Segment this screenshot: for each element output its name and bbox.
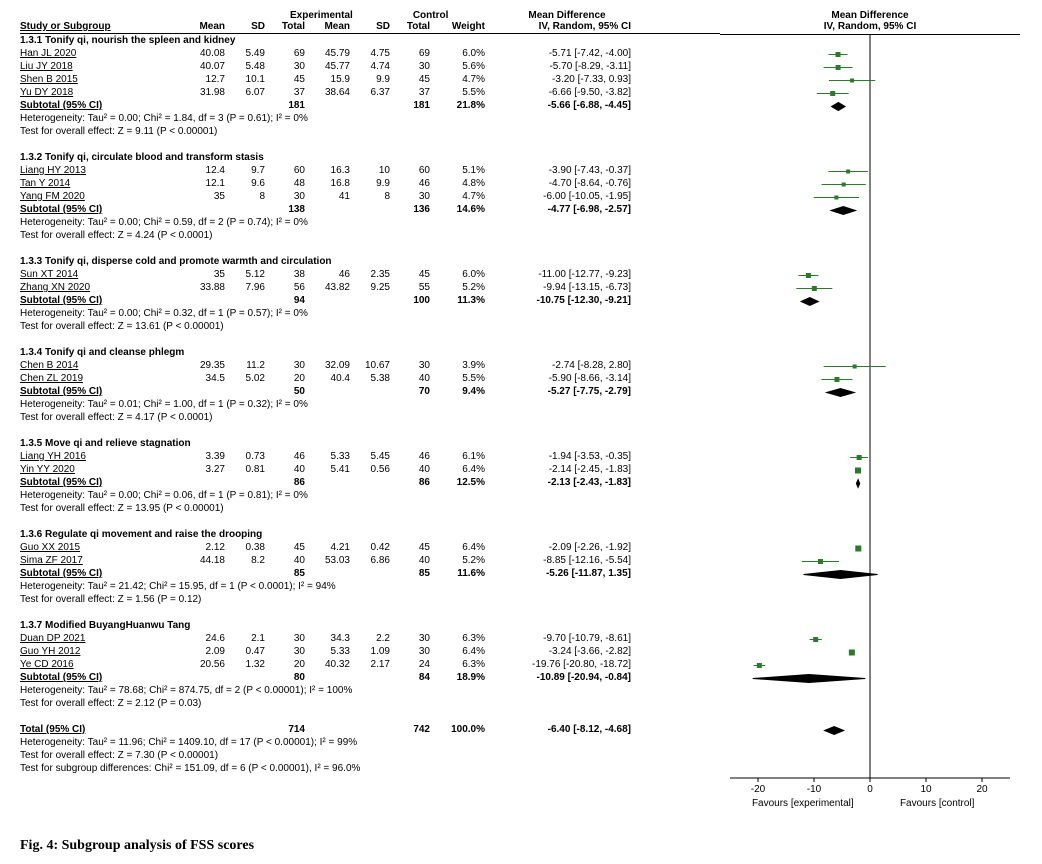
effect-text: Test for overall effect: Z = 2.12 (P = 0… (20, 697, 720, 710)
data-table: Experimental Control Mean Difference Stu… (20, 10, 720, 775)
effect-text: Test for overall effect: Z = 1.56 (P = 0… (20, 593, 720, 606)
svg-text:0: 0 (867, 784, 873, 795)
subtotal-row: Subtotal (95% CI)18118121.8%-5.66 [-6.88… (20, 99, 720, 112)
col-ctotal-header: Total (390, 21, 430, 32)
subtotal-row: Subtotal (95% CI)868612.5%-2.13 [-2.43, … (20, 476, 720, 489)
plot-subtitle: IV, Random, 95% CI (720, 21, 1020, 35)
study-row: Liang HY 201312.49.76016.310605.1%-3.90 … (20, 164, 720, 177)
col-csd-header: SD (350, 21, 390, 32)
heterogeneity-text: Heterogeneity: Tau² = 0.00; Chi² = 0.32,… (20, 307, 720, 320)
subtotal-row: Subtotal (95% CI)858511.6%-5.26 [-11.87,… (20, 567, 720, 580)
col-cmean-header: Mean (305, 21, 350, 32)
total-heterogeneity: Heterogeneity: Tau² = 11.96; Chi² = 1409… (20, 736, 720, 749)
subgroup-title: 1.3.2 Tonify qi, circulate blood and tra… (20, 151, 720, 164)
subgroup-title: 1.3.4 Tonify qi and cleanse phlegm (20, 346, 720, 359)
subgroup-title: 1.3.3 Tonify qi, disperse cold and promo… (20, 255, 720, 268)
svg-text:-10: -10 (807, 784, 822, 795)
svg-text:20: 20 (976, 784, 988, 795)
effect-text: Test for overall effect: Z = 4.17 (P < 0… (20, 411, 720, 424)
spacer (20, 242, 720, 255)
col-etotal-header: Total (265, 21, 305, 32)
ctrl-group-header: Control (413, 10, 449, 21)
plot-area: Mean Difference IV, Random, 95% CI -20 -1… (720, 10, 1020, 818)
spacer (20, 424, 720, 437)
figure-caption: Fig. 4: Subgroup analysis of FSS scores (20, 838, 1022, 854)
heterogeneity-text: Heterogeneity: Tau² = 0.00; Chi² = 1.84,… (20, 112, 720, 125)
forest-plot: Experimental Control Mean Difference Stu… (20, 10, 1022, 818)
spacer (20, 333, 720, 346)
study-row: Han JL 202040.085.496945.794.75696.0%-5.… (20, 47, 720, 60)
spacer (20, 138, 720, 151)
study-row: Guo XX 20152.120.38454.210.42456.4%-2.09… (20, 541, 720, 554)
study-row: Yu DY 201831.986.073738.646.37375.5%-6.6… (20, 86, 720, 99)
col-emean-header: Mean (180, 21, 225, 32)
effect-text: Test for overall effect: Z = 4.24 (P < 0… (20, 229, 720, 242)
study-row: Guo YH 20122.090.47305.331.09306.4%-3.24… (20, 645, 720, 658)
subgroup-diff: Test for subgroup differences: Chi² = 15… (20, 762, 720, 775)
effect-text: Test for overall effect: Z = 13.95 (P < … (20, 502, 720, 515)
column-headers: Study or Subgroup Mean SD Total Mean SD … (20, 21, 720, 34)
effect-text: Test for overall effect: Z = 9.11 (P < 0… (20, 125, 720, 138)
study-row: Sun XT 2014355.1238462.35456.0%-11.00 [-… (20, 268, 720, 281)
study-row: Ye CD 201620.561.322040.322.17246.3%-19.… (20, 658, 720, 671)
subgroup-title: 1.3.7 Modified BuyangHuanwu Tang (20, 619, 720, 632)
subtotal-row: Subtotal (95% CI)13813614.6%-4.77 [-6.98… (20, 203, 720, 216)
subtotal-row: Subtotal (95% CI)50709.4%-5.27 [-7.75, -… (20, 385, 720, 398)
subtotal-row: Subtotal (95% CI)9410011.3%-10.75 [-12.3… (20, 294, 720, 307)
effect-text: Test for overall effect: Z = 13.61 (P < … (20, 320, 720, 333)
study-row: Liang YH 20163.390.73465.335.45466.1%-1.… (20, 450, 720, 463)
subtotal-row: Subtotal (95% CI)808418.9%-10.89 [-20.94… (20, 671, 720, 684)
svg-text:10: 10 (920, 784, 932, 795)
md-group-header: Mean Difference (528, 10, 605, 21)
col-esd-header: SD (225, 21, 265, 32)
subgroup-title: 1.3.6 Regulate qi movement and raise the… (20, 528, 720, 541)
table-body: 1.3.1 Tonify qi, nourish the spleen and … (20, 34, 720, 775)
col-weight-header: Weight (430, 21, 485, 32)
study-row: Liu JY 201840.075.483045.774.74305.6%-5.… (20, 60, 720, 73)
heterogeneity-text: Heterogeneity: Tau² = 0.00; Chi² = 0.59,… (20, 216, 720, 229)
study-row: Chen ZL 201934.55.022040.45.38405.5%-5.9… (20, 372, 720, 385)
col-study-header: Study or Subgroup (20, 21, 180, 32)
heterogeneity-text: Heterogeneity: Tau² = 0.01; Chi² = 1.00,… (20, 398, 720, 411)
svg-text:-20: -20 (751, 784, 766, 795)
total-effect: Test for overall effect: Z = 7.30 (P < 0… (20, 749, 720, 762)
study-row: Zhang XN 202033.887.965643.829.25555.2%-… (20, 281, 720, 294)
forest-svg: -20 -10 0 10 20 Favours [experimental] Favours… (720, 35, 1020, 818)
spacer (20, 710, 720, 723)
heterogeneity-text: Heterogeneity: Tau² = 78.68; Chi² = 874.… (20, 684, 720, 697)
study-row: Shen B 201512.710.14515.99.9454.7%-3.20 … (20, 73, 720, 86)
subgroup-title: 1.3.5 Move qi and relieve stagnation (20, 437, 720, 450)
spacer (20, 515, 720, 528)
svg-text:Favours [control]: Favours [control] (900, 798, 975, 809)
total-row: Total (95% CI)714742100.0%-6.40 [-8.12, … (20, 723, 720, 736)
spacer (20, 606, 720, 619)
study-row: Yin YY 20203.270.81405.410.56406.4%-2.14… (20, 463, 720, 476)
subgroup-title: 1.3.1 Tonify qi, nourish the spleen and … (20, 34, 720, 47)
study-row: Duan DP 202124.62.13034.32.2306.3%-9.70 … (20, 632, 720, 645)
study-row: Chen B 201429.3511.23032.0910.67303.9%-2… (20, 359, 720, 372)
heterogeneity-text: Heterogeneity: Tau² = 0.00; Chi² = 0.06,… (20, 489, 720, 502)
col-md-header: IV, Random, 95% CI (485, 21, 635, 32)
exp-group-header: Experimental (290, 10, 353, 21)
study-row: Sima ZF 201744.188.24053.036.86405.2%-8.… (20, 554, 720, 567)
heterogeneity-text: Heterogeneity: Tau² = 21.42; Chi² = 15.9… (20, 580, 720, 593)
plot-title: Mean Difference (720, 10, 1020, 21)
study-row: Yang FM 202035830418304.7%-6.00 [-10.05,… (20, 190, 720, 203)
study-row: Tan Y 201412.19.64816.89.9464.8%-4.70 [-… (20, 177, 720, 190)
svg-text:Favours [experimental]: Favours [experimental] (752, 798, 854, 809)
